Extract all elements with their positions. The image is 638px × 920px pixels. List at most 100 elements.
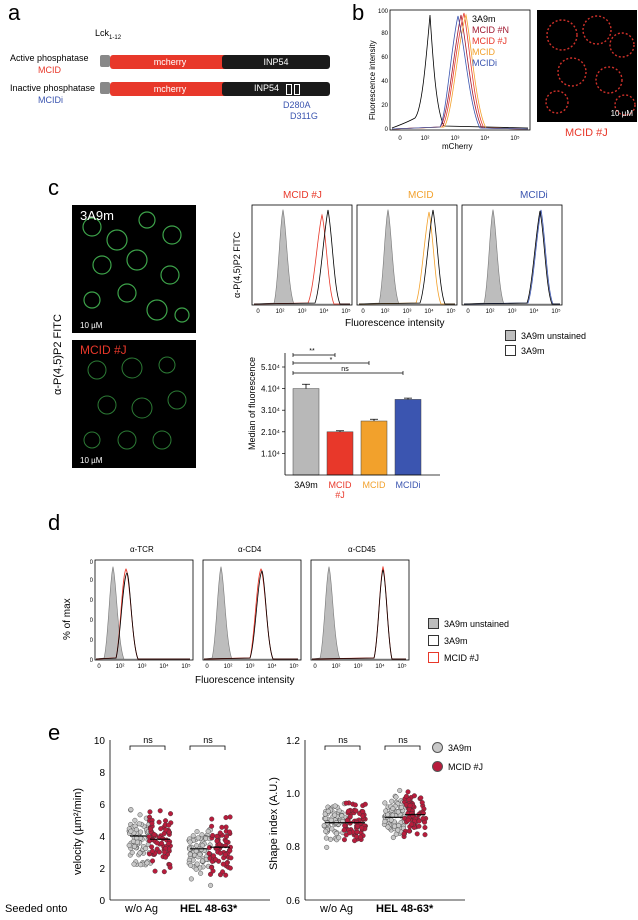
c-h3-x3: 10⁴	[529, 308, 539, 315]
lck-box-active	[100, 55, 110, 67]
mcherry-inactive: mcherry	[110, 82, 230, 96]
b-ytick-60: 60	[381, 55, 388, 61]
b-xtick-3: 10⁴	[480, 135, 490, 142]
mcherry-active: mcherry	[110, 55, 230, 69]
c-bar-errorbar-1	[336, 430, 344, 432]
b-micrograph: 10 µM	[537, 10, 637, 122]
c-h1-x3: 10⁴	[319, 308, 329, 315]
mutation-mark-2	[294, 84, 300, 95]
e-ns-1: ns	[143, 735, 153, 745]
e-scatter-point-1-2	[382, 800, 388, 806]
b-legend-mcid: MCID	[472, 47, 495, 57]
c-bar-categories: 3A9m MCID #J MCID MCIDi	[245, 480, 445, 510]
e-scatter-point-1-2	[395, 809, 401, 815]
d-h2-x1: 10²	[224, 664, 233, 670]
e-scatter-point-0-3	[220, 869, 226, 875]
c-hist-3	[461, 204, 563, 306]
e-scatter-point-1-1	[341, 827, 347, 833]
e-scatter-svg: ns ns ns ns 0 2 4 6 8 10 0.6 0.8 1.0 1.2	[94, 735, 465, 907]
e-scatter-point-1-3	[411, 793, 417, 799]
c-sig-3: ns	[341, 366, 349, 373]
e-scatter-point-0-2	[195, 835, 201, 841]
c-h3-x1: 10²	[486, 309, 495, 315]
e-scatter-point-0-3	[223, 824, 229, 830]
e-scatter-point-0-3	[209, 816, 215, 822]
c-img2-label: MCID #J	[80, 343, 127, 357]
e-scatter-point-1-2	[392, 823, 398, 829]
d-legend-unstained: 3A9m unstained	[428, 618, 509, 629]
e-scatter-point-0-1	[152, 868, 158, 874]
c-bar-ytick-label: 5.10⁴	[261, 363, 281, 372]
d-y0: 0	[90, 658, 94, 664]
e-scatter-point-0-0	[131, 843, 137, 849]
e-right-ylabel: Shape index (A.U.)	[268, 777, 280, 870]
d-hist-2	[202, 559, 302, 661]
d-legend-mcidj: MCID #J	[428, 652, 509, 663]
e-scatter-point-1-2	[395, 827, 401, 833]
c-micrograph-3a9m: 3A9m 10 µM	[72, 205, 196, 333]
d-hist-1	[94, 559, 194, 661]
d-h2-x2: 10³	[246, 664, 255, 670]
e-scatter-point-0-2	[188, 862, 194, 868]
c-bar-ytick-label: 1.10⁴	[261, 449, 281, 458]
e-scatter-point-1-2	[383, 808, 389, 814]
d-legend-swatch-white	[428, 635, 439, 646]
panel-letter-d: d	[48, 510, 61, 535]
e-scatter-point-0-3	[227, 829, 233, 835]
b-curve-mcid-n	[391, 14, 529, 130]
d-h3-x1: 10²	[332, 664, 341, 670]
e-scatter-point-1-0	[332, 803, 338, 809]
c-hist-title-2: MCID	[408, 190, 434, 201]
e-ly-10: 10	[94, 736, 106, 747]
e-scatter-point-1-3	[419, 800, 425, 806]
d-y60: 60	[90, 598, 94, 604]
c-hist-title-1: MCID #J	[283, 190, 322, 201]
e-ly-2: 2	[99, 864, 105, 875]
c-hist-xlabel: Fluorescence intensity	[345, 318, 445, 329]
e-legend-dot-red	[432, 761, 443, 772]
c-bar-2	[360, 420, 388, 476]
e-ns-4: ns	[398, 735, 408, 745]
e-scatter-point-1-1	[352, 838, 358, 844]
e-scatter-point-1-0	[323, 835, 329, 841]
e-scatter-point-1-2	[393, 831, 399, 837]
e-scatter-point-0-1	[167, 864, 173, 870]
e-scatter-point-1-2	[390, 835, 396, 841]
c-legend: 3A9m unstained 3A9m	[505, 330, 586, 356]
b-curve-3a9m	[391, 14, 529, 129]
d-hist-3	[310, 559, 410, 661]
e-scatter-point-1-3	[422, 824, 428, 830]
e-scatter-point-1-2	[385, 824, 391, 830]
c-h2-x0: 0	[361, 309, 365, 315]
b-scale-label: 10 µM	[610, 109, 633, 118]
e-legend-3a9m-label: 3A9m	[448, 742, 472, 753]
e-left-ylabel: velocity (µm²/min)	[72, 787, 84, 875]
e-scatter-point-0-3	[222, 852, 228, 858]
e-scatter-point-0-3	[227, 814, 233, 820]
e-scatter-point-0-2	[199, 832, 205, 838]
c-h3-x0: 0	[466, 309, 470, 315]
active-name: MCID	[38, 65, 61, 75]
e-scatter-point-0-2	[194, 861, 200, 867]
e-scatter-point-0-0	[128, 807, 134, 813]
e-scatter-point-1-3	[409, 821, 415, 827]
e-scatter-point-1-3	[405, 789, 411, 795]
e-scatter-point-0-3	[219, 824, 225, 830]
e-scatter-point-0-2	[187, 839, 193, 845]
d-title-3: α-CD45	[348, 545, 376, 554]
c-histograms: MCID #J MCID MCIDi 0 10² 10³ 10⁴ 10⁵ 0 10² 10³…	[220, 190, 638, 340]
c-bar-errorbar-0	[302, 383, 310, 389]
c-bar-category-1: MCID #J	[328, 480, 352, 500]
c-hist-ylabel: α-P(4,5)P2 FITC	[232, 231, 242, 298]
e-scatter-point-0-1	[168, 811, 174, 817]
e-scatter-point-0-3	[214, 838, 220, 844]
e-scatter-point-1-0	[322, 811, 328, 817]
c-bar-category-2: MCID	[362, 480, 386, 490]
c-h2-x4: 10⁵	[446, 308, 456, 315]
e-scatter-point-0-1	[166, 822, 172, 828]
e-scatter-point-0-1	[146, 834, 152, 840]
e-scatter-point-1-1	[362, 801, 368, 807]
e-scatter-point-0-3	[223, 872, 229, 878]
e-ns-3: ns	[338, 735, 348, 745]
e-scatter-point-1-3	[414, 831, 420, 837]
